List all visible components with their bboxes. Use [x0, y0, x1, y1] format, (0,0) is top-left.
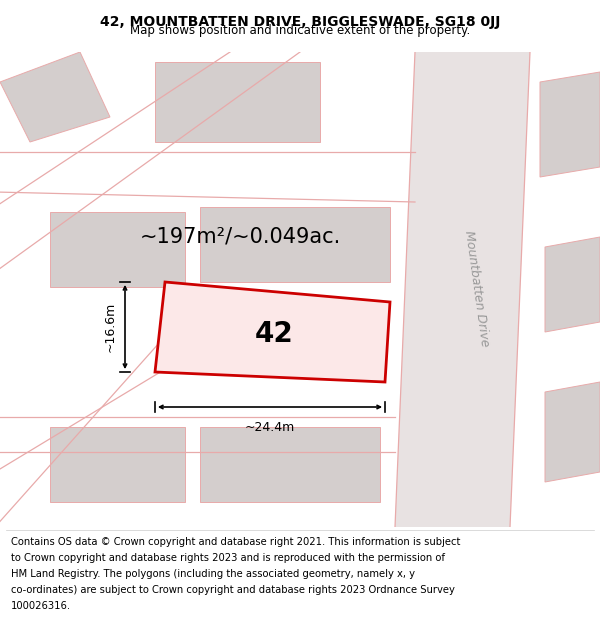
- Polygon shape: [155, 62, 320, 142]
- Text: 42, MOUNTBATTEN DRIVE, BIGGLESWADE, SG18 0JJ: 42, MOUNTBATTEN DRIVE, BIGGLESWADE, SG18…: [100, 14, 500, 29]
- Polygon shape: [0, 52, 110, 142]
- Text: Contains OS data © Crown copyright and database right 2021. This information is : Contains OS data © Crown copyright and d…: [11, 537, 460, 547]
- Text: Mountbatten Drive: Mountbatten Drive: [463, 230, 491, 348]
- Polygon shape: [395, 52, 530, 527]
- Polygon shape: [200, 207, 390, 282]
- Text: 42: 42: [254, 321, 293, 349]
- Text: co-ordinates) are subject to Crown copyright and database rights 2023 Ordnance S: co-ordinates) are subject to Crown copyr…: [11, 585, 455, 595]
- Text: ~16.6m: ~16.6m: [104, 302, 117, 352]
- Polygon shape: [540, 72, 600, 177]
- Text: Map shows position and indicative extent of the property.: Map shows position and indicative extent…: [130, 24, 470, 38]
- Text: HM Land Registry. The polygons (including the associated geometry, namely x, y: HM Land Registry. The polygons (includin…: [11, 569, 415, 579]
- Polygon shape: [50, 212, 185, 287]
- Text: 100026316.: 100026316.: [11, 601, 71, 611]
- Polygon shape: [200, 427, 380, 502]
- Text: ~197m²/~0.049ac.: ~197m²/~0.049ac.: [139, 227, 341, 247]
- Polygon shape: [155, 282, 390, 382]
- Text: to Crown copyright and database rights 2023 and is reproduced with the permissio: to Crown copyright and database rights 2…: [11, 553, 445, 563]
- Text: ~24.4m: ~24.4m: [245, 421, 295, 434]
- Polygon shape: [545, 382, 600, 482]
- Polygon shape: [50, 427, 185, 502]
- Polygon shape: [545, 237, 600, 332]
